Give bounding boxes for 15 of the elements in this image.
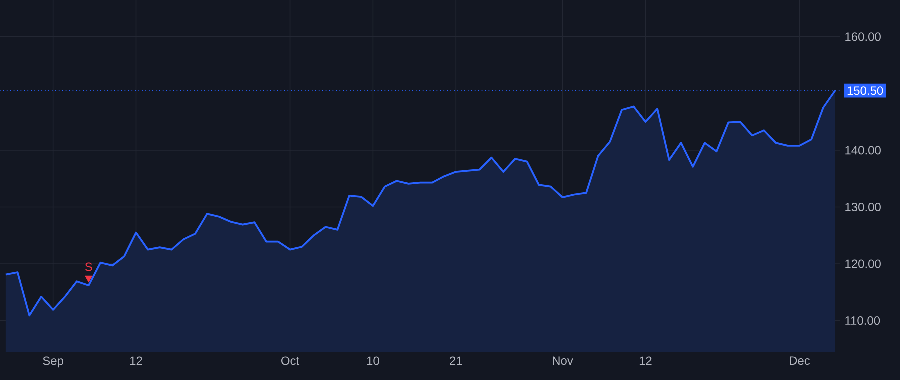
y-tick-label: 120.00 (846, 260, 881, 268)
y-tick-label: 140.00 (846, 146, 881, 155)
series-label: S (85, 262, 92, 272)
x-tick-label: Dec (790, 356, 810, 366)
y-tick-label: 130.00 (846, 202, 881, 212)
x-tick-label: 12 (130, 356, 142, 366)
x-tick-label: Nov (553, 356, 574, 366)
y-tick-label: 160.00 (846, 32, 881, 42)
y-tick-label: 110.00 (846, 316, 880, 326)
x-tick-label: 21 (450, 356, 462, 366)
x-tick-label: Oct (282, 356, 300, 366)
x-tick-label: 10 (367, 356, 380, 366)
x-tick-label: 12 (640, 356, 652, 366)
ref-line-label: 150.50 (848, 86, 884, 96)
x-tick-label: Sep (43, 356, 64, 368)
